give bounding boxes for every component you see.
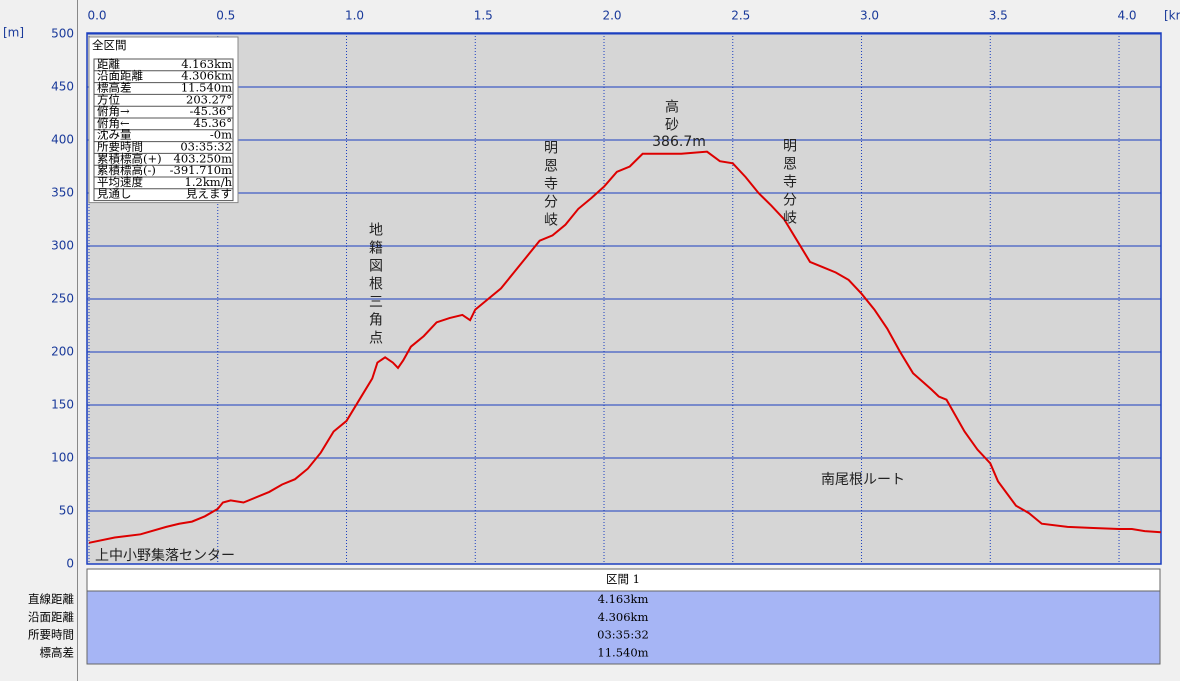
annotation: 明恩寺分岐: [542, 140, 558, 230]
y-tick-label: 150: [51, 398, 74, 412]
info-value: 4.163km: [181, 57, 232, 71]
y-tick-label: 50: [59, 504, 74, 518]
info-label: 累積標高(-): [97, 163, 156, 177]
info-label: 俯角→: [97, 104, 130, 118]
y-tick-label: 450: [51, 80, 74, 94]
x-tick-label: 2.5: [731, 9, 750, 23]
info-value: 1.2km/h: [185, 175, 233, 189]
x-tick-label: 3.0: [860, 9, 879, 23]
annotation: 明恩寺分岐: [781, 138, 797, 228]
info-label: 標高差: [97, 81, 132, 95]
info-value: 見えます: [186, 187, 232, 201]
y-tick-label: 200: [51, 345, 74, 359]
info-label: 累積標高(+): [97, 151, 162, 165]
x-tick-label: 3.5: [989, 9, 1008, 23]
table-body: [86, 590, 1161, 665]
info-label: 俯角←: [97, 116, 130, 130]
info-value: 11.540m: [181, 81, 232, 95]
info-value: -0m: [210, 128, 232, 142]
info-title: 全区間: [92, 38, 127, 52]
info-value: 403.250m: [174, 151, 233, 165]
y-axis-label: [m]: [3, 26, 24, 40]
row-label: 標高差: [40, 645, 75, 659]
y-tick-label: 100: [51, 451, 74, 465]
row-value: 4.306km: [598, 610, 649, 624]
info-value: 45.36°: [193, 116, 232, 130]
row-value: 11.540m: [597, 645, 648, 659]
info-value: -45.36°: [189, 104, 232, 118]
annotation: 高砂: [663, 98, 679, 135]
y-tick-label: 0: [66, 557, 74, 571]
info-label: 方位: [97, 92, 120, 106]
annotation: 地籍図根三角点: [367, 222, 383, 348]
info-label: 沿面距離: [97, 69, 143, 83]
y-tick-label: 500: [51, 27, 74, 41]
info-value: 203.27°: [186, 92, 232, 106]
x-tick-label: 2.0: [602, 9, 621, 23]
x-tick-label: 0.0: [87, 9, 106, 23]
elevation-line: [88, 150, 1162, 544]
x-tick-label: 1.0: [345, 9, 364, 23]
row-label: 直線距離: [28, 592, 74, 606]
annotation: 386.7m: [652, 134, 706, 150]
info-value: 4.306km: [181, 69, 232, 83]
info-label: 沈み量: [97, 128, 132, 142]
info-value: -391.710m: [170, 163, 232, 177]
y-tick-label: 400: [51, 133, 74, 147]
x-axis-label: [km: [1164, 9, 1180, 23]
y-tick-label: 300: [51, 239, 74, 253]
info-label: 平均速度: [97, 175, 143, 189]
y-tick-label: 350: [51, 186, 74, 200]
x-tick-label: 4.0: [1117, 9, 1136, 23]
annotation: 南尾根ルート: [821, 472, 905, 488]
info-panel: [88, 36, 239, 204]
annotation: 上中小野集落センター: [95, 547, 235, 564]
x-tick-label: 0.5: [216, 9, 235, 23]
row-label: 所要時間: [28, 628, 74, 642]
info-label: 所要時間: [97, 140, 143, 154]
info-value: 03:35:32: [180, 140, 232, 154]
y-tick-label: 250: [51, 292, 74, 306]
row-value: 4.163km: [598, 592, 649, 606]
x-tick-label: 1.5: [474, 9, 493, 23]
row-label: 沿面距離: [28, 610, 74, 624]
info-label: 距離: [97, 57, 120, 71]
table-header-text: 区間 1: [606, 572, 640, 586]
row-value: 03:35:32: [597, 628, 649, 642]
info-label: 見通し: [97, 187, 132, 201]
